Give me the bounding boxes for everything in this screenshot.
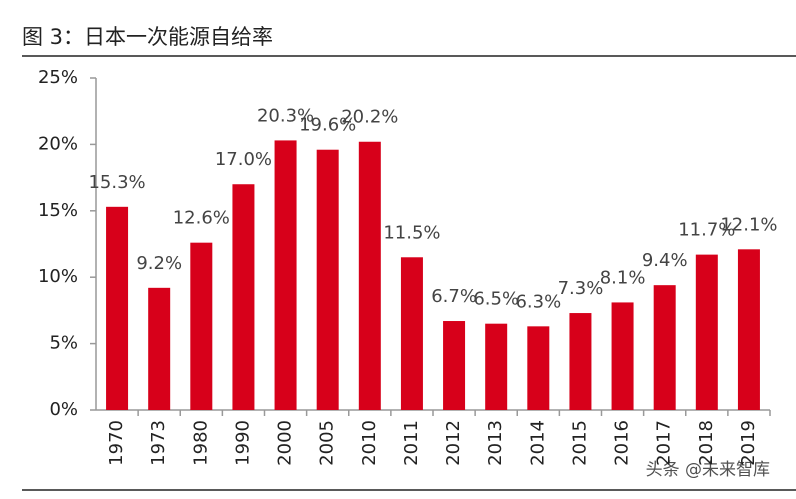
value-label: 11.5%: [383, 222, 440, 243]
y-tick-label: 10%: [38, 266, 78, 287]
bar: [400, 257, 423, 410]
value-label: 6.5%: [473, 289, 519, 310]
y-tick-label: 0%: [49, 399, 78, 420]
bar: [443, 321, 466, 410]
y-tick-label: 5%: [49, 333, 78, 354]
value-label: 17.0%: [215, 149, 272, 170]
value-label: 11.7%: [678, 220, 735, 241]
value-label: 20.2%: [341, 107, 398, 128]
value-label: 6.7%: [431, 286, 477, 307]
x-tick-label: 2012: [443, 420, 464, 466]
bar: [611, 302, 634, 410]
value-label: 9.2%: [136, 253, 182, 274]
x-tick-label: 1970: [106, 420, 127, 466]
x-tick-label: 1973: [148, 420, 169, 466]
watermark: 头条 @未来智库: [646, 460, 770, 480]
value-label: 15.3%: [88, 172, 145, 193]
x-tick-label: 1980: [190, 420, 211, 466]
x-tick-label: 2019: [738, 420, 759, 466]
bar: [653, 285, 676, 410]
bar: [316, 149, 339, 410]
x-tick-label: 2010: [359, 420, 380, 466]
y-tick-label: 15%: [38, 200, 78, 221]
x-tick-label: 2013: [485, 420, 506, 466]
value-label: 9.4%: [642, 250, 688, 271]
x-tick-label: 2015: [569, 420, 590, 466]
bar: [485, 323, 508, 410]
value-label: 12.1%: [720, 214, 777, 235]
bar: [569, 313, 592, 410]
bar: [148, 287, 171, 410]
value-label: 6.3%: [515, 291, 561, 312]
x-tick-label: 2017: [654, 420, 675, 466]
x-tick-label: 2014: [527, 420, 548, 466]
x-tick-label: 2000: [275, 420, 296, 466]
bar: [106, 206, 129, 410]
bar: [737, 249, 760, 410]
value-label: 12.6%: [173, 208, 230, 229]
x-tick-label: 2016: [612, 420, 633, 466]
bar: [695, 254, 718, 410]
x-tick-label: 2005: [317, 420, 338, 466]
value-label: 8.1%: [600, 267, 646, 288]
bar: [190, 242, 213, 410]
x-tick-label: 1990: [232, 420, 253, 466]
value-label: 20.3%: [257, 105, 314, 126]
x-tick-label: 2011: [401, 420, 422, 466]
y-tick-label: 20%: [38, 133, 78, 154]
x-tick-label: 2018: [696, 420, 717, 466]
bar: [274, 140, 297, 410]
value-label: 7.3%: [558, 278, 604, 299]
bar: [232, 184, 255, 410]
value-label: 19.6%: [299, 115, 356, 136]
chart-title: 图 3：日本一次能源自给率: [22, 25, 273, 49]
bar: [527, 326, 550, 410]
bar: [358, 141, 381, 410]
y-tick-label: 25%: [38, 67, 78, 88]
